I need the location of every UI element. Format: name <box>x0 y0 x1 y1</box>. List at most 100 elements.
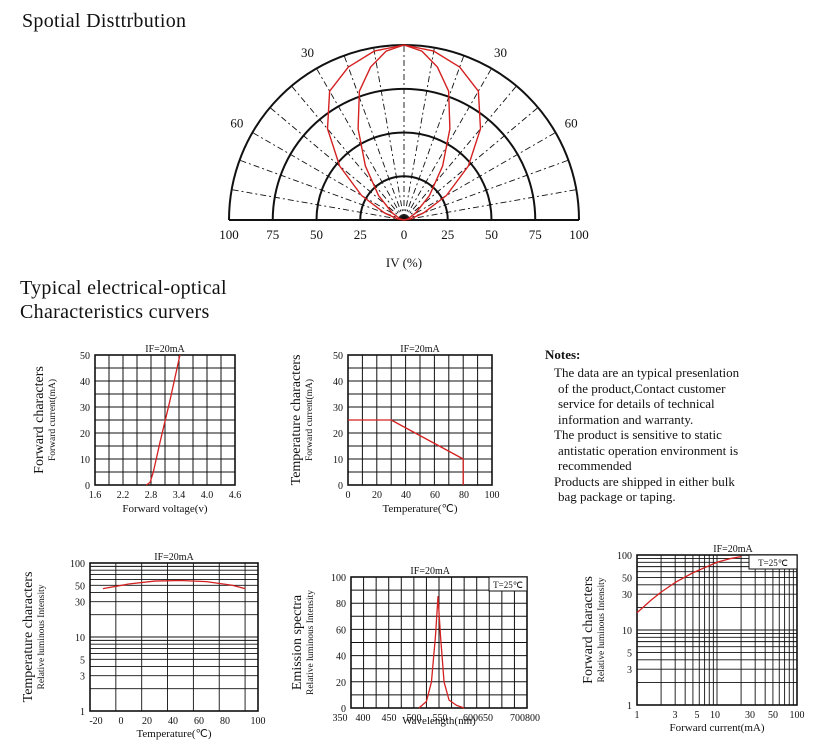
y-tick-label: 100 <box>70 559 85 570</box>
y-axis-label: Forward characters <box>581 576 596 684</box>
polar-spoke <box>252 132 405 221</box>
polar-radial-tick: 50 <box>485 227 498 242</box>
polar-spoke <box>403 107 539 221</box>
x-tick-label: 350 <box>333 713 348 724</box>
chart-temperature-luminous: -20 0 20 40 60 80 100 1 3 5 10 30 50 100 IF=20mA Temper… <box>21 552 266 740</box>
y-tick-label: 80 <box>336 599 346 610</box>
y-axis-sublabel: Relative luminous Intensity <box>597 577 607 682</box>
polar-radial-tick: 100 <box>569 227 589 242</box>
chart-title: IF=20mA <box>145 344 185 355</box>
polar-radial-tick: 75 <box>266 227 279 242</box>
x-tick-label: 50 <box>768 710 778 721</box>
plot-frame <box>350 576 528 709</box>
chart-temperature-current: 0 20 40 60 80 100 0 10 20 30 40 50 IF=20mA Temperatur… <box>289 344 500 515</box>
polar-spoke <box>291 85 405 221</box>
polar-spoke <box>403 159 569 221</box>
data-line <box>418 596 465 709</box>
polar-angle-label: 30 <box>494 45 507 60</box>
x-tick-label: 100 <box>251 716 266 727</box>
polar-spoke <box>403 189 577 221</box>
y-axis-sublabel: Forward current(mA) <box>304 379 315 461</box>
y-tick-label: 5 <box>80 655 85 666</box>
polar-spoke <box>373 47 405 221</box>
y-tick-label: 100 <box>617 551 632 562</box>
polar-spoke <box>239 159 405 221</box>
chart-emission-spectra: 350 400 450 500 550 600650 700800 0 20 40 60 80 100 I… <box>292 566 540 727</box>
x-axis-label: Forward voltage(v) <box>122 503 208 515</box>
data-line <box>348 419 464 485</box>
y-tick-label: 40 <box>336 652 346 663</box>
polar-spoke <box>403 132 556 221</box>
typical-heading-line2: Characteristics curvers <box>20 301 210 323</box>
y-axis-label: Temperature characters <box>21 572 36 703</box>
y-tick-label: 50 <box>75 581 85 592</box>
polar-radial-tick: 100 <box>219 227 239 242</box>
polar-xlabel: IV (%) <box>386 255 422 270</box>
chart-forward-current-luminous: 1 3 5 10 30 50 100 1 3 5 10 30 50 100 IF=20mA T=25℃ Forw… <box>581 544 805 734</box>
chart-annotation: T=25℃ <box>493 580 523 590</box>
y-tick-label: 50 <box>622 574 632 585</box>
note-line: Products are shipped in either bulk <box>554 473 735 489</box>
y-axis-label: Temperature characters <box>289 355 304 486</box>
y-tick-label: 30 <box>622 590 632 601</box>
spatial-distribution-heading: Spotial Disttrbution <box>22 10 187 32</box>
x-tick-label: 2.8 <box>145 490 158 501</box>
y-tick-label: 0 <box>338 481 343 492</box>
polar-spoke <box>403 85 517 221</box>
data-line <box>102 579 246 590</box>
y-tick-label: 5 <box>627 649 632 660</box>
x-tick-label: 3.4 <box>173 490 186 501</box>
chart-title: IF=20mA <box>154 552 194 563</box>
plot-frame <box>89 562 259 712</box>
y-tick-label: 100 <box>331 573 346 584</box>
polar-chart: 100 75 50 25 0 25 50 75 100 0 30 30 60 60 IV (%) <box>219 40 589 270</box>
polar-radial-tick: 50 <box>310 227 323 242</box>
x-tick-label: -20 <box>89 716 102 727</box>
y-axis-sublabel: Relative luminous Intensity <box>37 584 47 689</box>
typical-heading-line1: Typical electrical-optical <box>20 277 227 299</box>
polar-spoke <box>343 55 405 221</box>
polar-angle-label: 60 <box>565 116 578 131</box>
y-tick-label: 3 <box>80 672 85 683</box>
x-axis-label: Wavelength(nm) <box>402 715 476 727</box>
plot-frame <box>636 554 798 706</box>
polar-spoke <box>403 55 465 221</box>
data-line <box>636 556 742 614</box>
polar-radial-tick: 75 <box>529 227 542 242</box>
notes-title: Notes: <box>545 347 581 362</box>
chart-annotation: T=25℃ <box>758 558 788 568</box>
x-tick-label: 100 <box>790 710 805 721</box>
y-tick-label: 30 <box>333 403 343 414</box>
annotation-box <box>488 576 528 592</box>
x-tick-label: 20 <box>142 716 152 727</box>
y-tick-label: 50 <box>80 351 90 362</box>
polar-angle-label: 60 <box>230 116 243 131</box>
polar-radial-tick: 0 <box>401 227 408 242</box>
note-line: service for details of technical <box>558 396 715 411</box>
y-tick-label: 60 <box>336 625 346 636</box>
polar-spoke <box>403 47 435 221</box>
y-axis-sublabel: Relative luminous Intensity <box>306 590 316 695</box>
x-tick-label: 60 <box>430 490 440 501</box>
x-tick-label: 60 <box>194 716 204 727</box>
x-tick-label: 1.6 <box>89 490 102 501</box>
y-tick-label: 0 <box>341 704 346 715</box>
y-tick-label: 3 <box>627 665 632 676</box>
polar-spoke <box>316 68 405 221</box>
x-tick-label: 4.0 <box>201 490 214 501</box>
x-tick-label: 3 <box>673 710 678 721</box>
y-tick-label: 10 <box>75 633 85 644</box>
y-tick-label: 0 <box>85 481 90 492</box>
y-tick-label: 10 <box>333 455 343 466</box>
note-line: information and warranty. <box>558 411 694 427</box>
polar-radial-tick: 25 <box>354 227 367 242</box>
note-line: bag package or taping. <box>558 489 676 504</box>
polar-angle-label: 30 <box>301 45 314 60</box>
x-tick-label: 1 <box>635 710 640 721</box>
y-tick-label: 20 <box>333 429 343 440</box>
y-axis-sublabel: Forward current(mA) <box>47 379 58 461</box>
chart-title: IF=20mA <box>400 344 440 355</box>
x-tick-label: 600650 <box>463 713 493 724</box>
x-tick-label: 0 <box>346 490 351 501</box>
y-tick-label: 1 <box>627 701 632 712</box>
